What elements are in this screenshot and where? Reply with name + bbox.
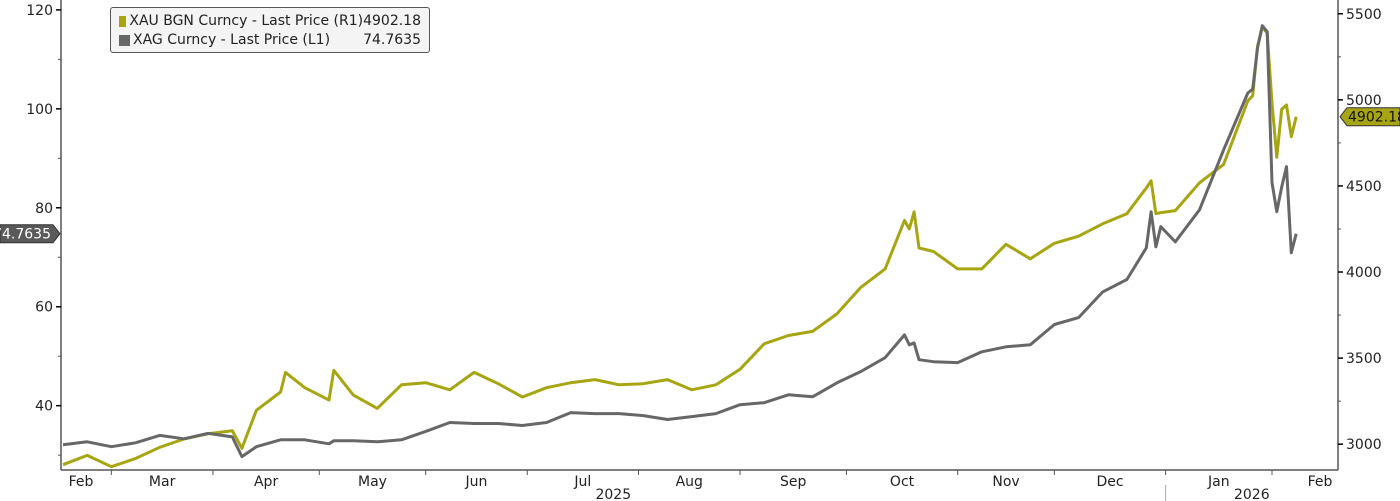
- left-tick-label: 80: [35, 201, 53, 217]
- month-label: Mar: [149, 474, 176, 490]
- month-label: Oct: [890, 474, 915, 490]
- left-tick-label: 100: [26, 102, 53, 118]
- silver-swatch: [119, 35, 130, 46]
- silver-price-line: [62, 24, 1298, 459]
- legend-item-gold: XAU BGN Curncy - Last Price (R1) 4902.18: [119, 12, 421, 31]
- right-tick-label: 5000: [1346, 93, 1382, 109]
- gold-price-line: [62, 25, 1298, 469]
- gold-last-value-badge: [1339, 107, 1400, 127]
- left-tick-label: 120: [26, 3, 53, 19]
- month-label: Feb: [1308, 474, 1333, 490]
- month-label: Jul: [573, 474, 591, 490]
- month-label: Feb: [69, 474, 94, 490]
- legend-item-silver: XAG Curncy - Last Price (L1) 74.7635: [119, 31, 421, 50]
- month-label: Nov: [992, 474, 1019, 490]
- legend-label: XAG Curncy - Last Price (L1): [133, 32, 331, 48]
- silver-last-value-badge: [0, 224, 61, 244]
- year-label: 2026: [1234, 487, 1270, 501]
- month-label: Dec: [1096, 474, 1123, 490]
- silver-last-value: 74.7635: [0, 227, 51, 243]
- legend-value: 74.7635: [363, 32, 421, 48]
- right-tick-label: 3000: [1346, 437, 1382, 453]
- right-tick-label: 5500: [1346, 7, 1382, 23]
- month-label: May: [358, 474, 387, 490]
- legend: XAU BGN Curncy - Last Price (R1) 4902.18…: [110, 7, 430, 53]
- left-tick-label: 60: [35, 300, 53, 316]
- right-tick-label: 3500: [1346, 351, 1382, 367]
- right-tick-label: 4000: [1346, 265, 1382, 281]
- legend-label: XAU BGN Curncy - Last Price (R1): [129, 13, 364, 29]
- month-label: Sep: [780, 474, 807, 490]
- month-label: Apr: [254, 474, 278, 490]
- month-label: Jun: [465, 474, 488, 490]
- month-label: Jan: [1207, 474, 1230, 490]
- right-tick-label: 4500: [1346, 179, 1382, 195]
- month-label: Aug: [676, 474, 703, 490]
- gold-last-value: 4902.18: [1348, 110, 1400, 126]
- legend-value: 4902.18: [363, 13, 421, 29]
- left-tick-label: 40: [35, 399, 53, 415]
- gold-swatch: [119, 16, 127, 27]
- year-label: 2025: [595, 487, 631, 501]
